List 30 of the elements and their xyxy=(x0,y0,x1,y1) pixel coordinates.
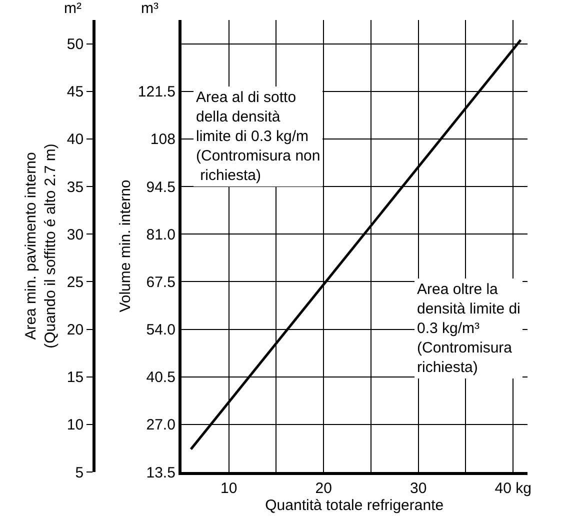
y-tick-label: 20 xyxy=(66,322,84,339)
text: m³ xyxy=(141,0,158,17)
x-axis-title: Quantità totale refrigerante xyxy=(265,497,444,514)
x-tick-label: 30 xyxy=(410,480,427,497)
annotation: Area al di sotto della densità limite di 0.3 kg/m (Contromisura non richiesta) xyxy=(196,89,320,184)
y-tick-label: 40 xyxy=(66,131,84,148)
y-tick-label: 30 xyxy=(66,226,84,244)
y2-tick-label: 121.5 xyxy=(138,84,176,101)
x-tick-label: 20 xyxy=(315,480,332,497)
y2-tick-label: 94.5 xyxy=(146,178,176,196)
y2-tick-label: 67.5 xyxy=(146,274,176,291)
y-tick-label: 45 xyxy=(66,84,84,101)
y-axis-title: Area min. pavimento interno (Quando il soffitto é alto 2.7 m) xyxy=(22,144,60,348)
y2-tick-label: 54.0 xyxy=(146,322,176,339)
y2-tick-label: 108 xyxy=(150,131,176,148)
y2-tick-label: 81.0 xyxy=(146,226,176,244)
y-tick-label: 25 xyxy=(66,274,84,291)
y2-tick-label: 27.0 xyxy=(146,416,176,434)
x-tick-label: 10 xyxy=(220,480,238,497)
x-tick-label: 40 kg xyxy=(494,480,532,497)
y-tick-label: 5 xyxy=(75,464,84,482)
y-tick-label: 35 xyxy=(66,178,84,196)
text: m² xyxy=(64,0,82,17)
y2-tick-label: 13.5 xyxy=(146,464,176,482)
y-tick-label: 10 xyxy=(66,416,84,434)
y2-axis-title: Volume min. interno xyxy=(117,180,134,312)
y-tick-label: 15 xyxy=(66,369,84,386)
annotation: Area oltre la densità limite di 0.3 kg/m³ (Contromisura richiesta) xyxy=(417,281,520,376)
y-tick-label: 50 xyxy=(66,36,84,54)
y2-tick-label: 40.5 xyxy=(146,369,176,386)
